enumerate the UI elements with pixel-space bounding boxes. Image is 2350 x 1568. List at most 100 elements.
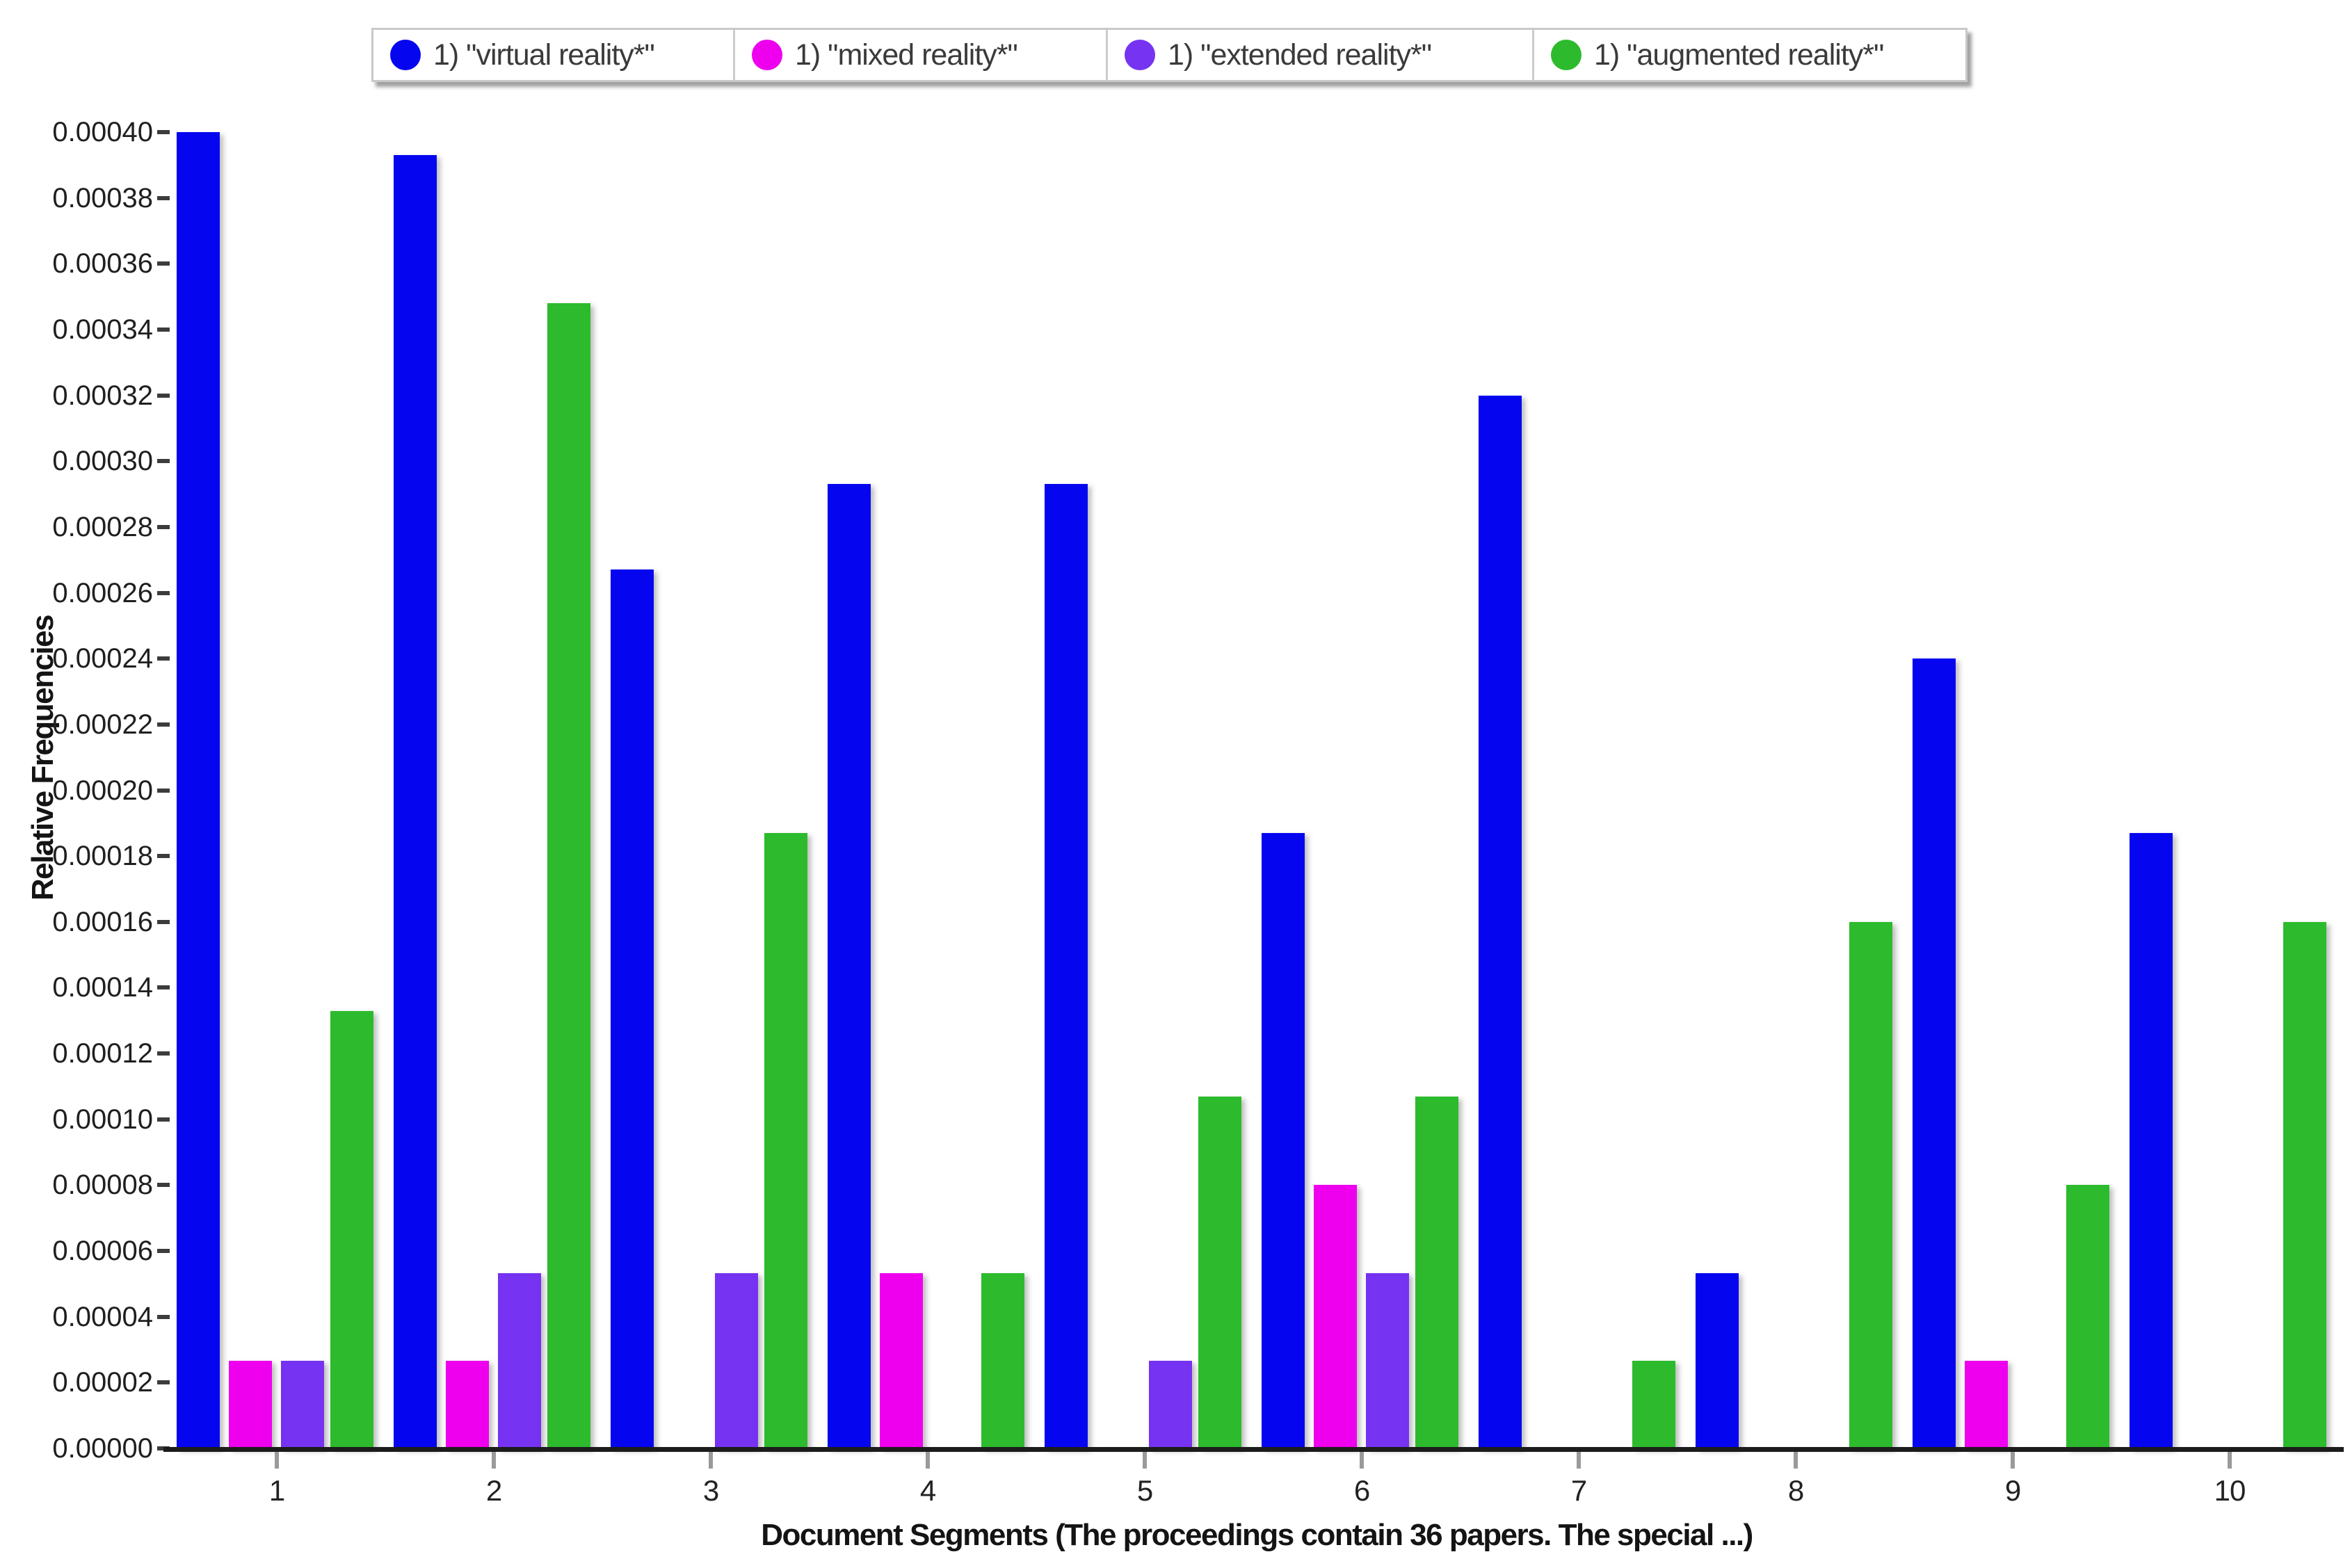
y-tick-mark: [157, 788, 170, 793]
y-tick-label: 0.00038: [52, 182, 153, 213]
y-tick-mark: [157, 1249, 170, 1254]
bar-seg9-virtual-reality[interactable]: [1913, 658, 1956, 1448]
bar-seg6-mixed-reality[interactable]: [1314, 1185, 1357, 1448]
x-tick-label: 5: [1136, 1474, 1153, 1507]
y-tick-label: 0.00022: [52, 709, 153, 740]
x-tick-label: 7: [1570, 1474, 1587, 1507]
legend-marker-mixed-reality-icon: [752, 40, 782, 70]
bar-seg5-virtual-reality[interactable]: [1045, 484, 1088, 1448]
bar-seg6-virtual-reality[interactable]: [1262, 833, 1305, 1448]
y-tick-mark: [157, 985, 170, 990]
x-axis-title: Document Segments (The proceedings conta…: [761, 1518, 1753, 1552]
bar-seg6-extended-reality[interactable]: [1366, 1273, 1409, 1448]
legend-label-virtual-reality: 1) "virtual reality*": [433, 38, 655, 72]
y-tick-mark: [157, 261, 170, 266]
x-tick-label: 2: [485, 1474, 502, 1507]
x-tick-label: 6: [1353, 1474, 1370, 1507]
bar-seg8-augmented-reality[interactable]: [1849, 922, 1892, 1448]
x-tick-mark: [1577, 1450, 1581, 1469]
bar-seg4-mixed-reality[interactable]: [880, 1273, 923, 1448]
bar-seg7-augmented-reality[interactable]: [1632, 1361, 1675, 1448]
x-tick-mark: [1360, 1450, 1364, 1469]
legend-item-augmented-reality[interactable]: 1) "augmented reality*": [1534, 30, 1965, 80]
y-tick-mark: [157, 1380, 170, 1385]
bar-seg7-virtual-reality[interactable]: [1479, 396, 1522, 1448]
y-tick-label: 0.00028: [52, 511, 153, 542]
x-tick-mark: [1794, 1450, 1798, 1469]
y-tick-mark: [157, 656, 170, 661]
legend-marker-virtual-reality-icon: [390, 40, 421, 70]
y-tick-label: 0.00040: [52, 117, 153, 147]
y-tick-mark: [157, 195, 170, 200]
legend-item-virtual-reality[interactable]: 1) "virtual reality*": [373, 30, 735, 80]
bar-seg1-virtual-reality[interactable]: [177, 132, 220, 1448]
y-tick-label: 0.00026: [52, 577, 153, 608]
bar-seg9-augmented-reality[interactable]: [2066, 1185, 2109, 1448]
y-tick-mark: [157, 722, 170, 727]
legend-marker-extended-reality-icon: [1125, 40, 1155, 70]
bar-seg2-augmented-reality[interactable]: [547, 303, 590, 1448]
y-tick-mark: [157, 854, 170, 859]
y-tick-mark: [157, 1183, 170, 1188]
y-tick-label: 0.00012: [52, 1038, 153, 1069]
legend-item-extended-reality[interactable]: 1) "extended reality*": [1108, 30, 1534, 80]
x-tick-mark: [926, 1450, 930, 1469]
y-tick-mark: [157, 1117, 170, 1122]
bar-seg8-virtual-reality[interactable]: [1696, 1273, 1739, 1448]
y-tick-label: 0.00004: [52, 1301, 153, 1332]
y-tick-label: 0.00020: [52, 775, 153, 806]
y-tick-mark: [157, 1051, 170, 1056]
x-tick-mark: [709, 1450, 713, 1469]
bar-seg10-virtual-reality[interactable]: [2130, 833, 2173, 1448]
y-tick-mark: [157, 919, 170, 924]
legend-item-mixed-reality[interactable]: 1) "mixed reality*": [735, 30, 1108, 80]
legend-marker-augmented-reality-icon: [1551, 40, 1582, 70]
y-tick-mark: [157, 1314, 170, 1319]
x-tick-label: 9: [2004, 1474, 2021, 1507]
x-tick-mark: [2228, 1450, 2232, 1469]
x-axis-line: [163, 1447, 2344, 1452]
bar-seg2-extended-reality[interactable]: [498, 1273, 541, 1448]
y-tick-mark: [157, 590, 170, 595]
bar-seg4-virtual-reality[interactable]: [828, 484, 871, 1448]
y-tick-label: 0.00006: [52, 1236, 153, 1267]
x-tick-mark: [1143, 1450, 1147, 1469]
bar-seg2-mixed-reality[interactable]: [446, 1361, 489, 1448]
bar-seg4-augmented-reality[interactable]: [981, 1273, 1024, 1448]
bar-seg10-augmented-reality[interactable]: [2283, 922, 2326, 1448]
y-tick-label: 0.00010: [52, 1104, 153, 1135]
y-tick-label: 0.00036: [52, 248, 153, 280]
bar-seg2-virtual-reality[interactable]: [394, 155, 437, 1448]
bar-seg1-mixed-reality[interactable]: [229, 1361, 272, 1448]
y-tick-mark: [157, 130, 170, 134]
legend-label-mixed-reality: 1) "mixed reality*": [795, 38, 1018, 72]
y-tick-mark: [157, 327, 170, 332]
bar-seg1-augmented-reality[interactable]: [330, 1011, 373, 1448]
y-tick-label: 0.00000: [52, 1433, 153, 1464]
x-tick-mark: [2011, 1450, 2015, 1469]
y-tick-label: 0.00008: [52, 1170, 153, 1201]
legend-label-augmented-reality: 1) "augmented reality*": [1594, 38, 1884, 72]
x-tick-mark: [492, 1450, 496, 1469]
bar-seg3-extended-reality[interactable]: [715, 1273, 758, 1448]
x-tick-mark: [275, 1450, 279, 1469]
y-tick-label: 0.00034: [52, 314, 153, 345]
legend-label-extended-reality: 1) "extended reality*": [1168, 38, 1432, 72]
x-tick-label: 1: [268, 1474, 285, 1507]
bar-seg5-extended-reality[interactable]: [1149, 1361, 1192, 1448]
bar-seg9-mixed-reality[interactable]: [1965, 1361, 2008, 1448]
bar-seg6-augmented-reality[interactable]: [1415, 1097, 1458, 1448]
x-tick-label: 3: [702, 1474, 719, 1507]
y-tick-mark: [157, 524, 170, 529]
y-tick-label: 0.00024: [52, 643, 153, 674]
bar-seg3-augmented-reality[interactable]: [764, 833, 807, 1448]
y-tick-label: 0.00016: [52, 906, 153, 937]
x-tick-label: 8: [1787, 1474, 1804, 1507]
x-tick-label: 10: [2214, 1474, 2246, 1507]
bar-seg3-virtual-reality[interactable]: [611, 569, 654, 1448]
y-tick-label: 0.00014: [52, 972, 153, 1003]
bar-seg1-extended-reality[interactable]: [281, 1361, 324, 1448]
bar-seg5-augmented-reality[interactable]: [1198, 1097, 1241, 1448]
y-tick-label: 0.00018: [52, 841, 153, 872]
